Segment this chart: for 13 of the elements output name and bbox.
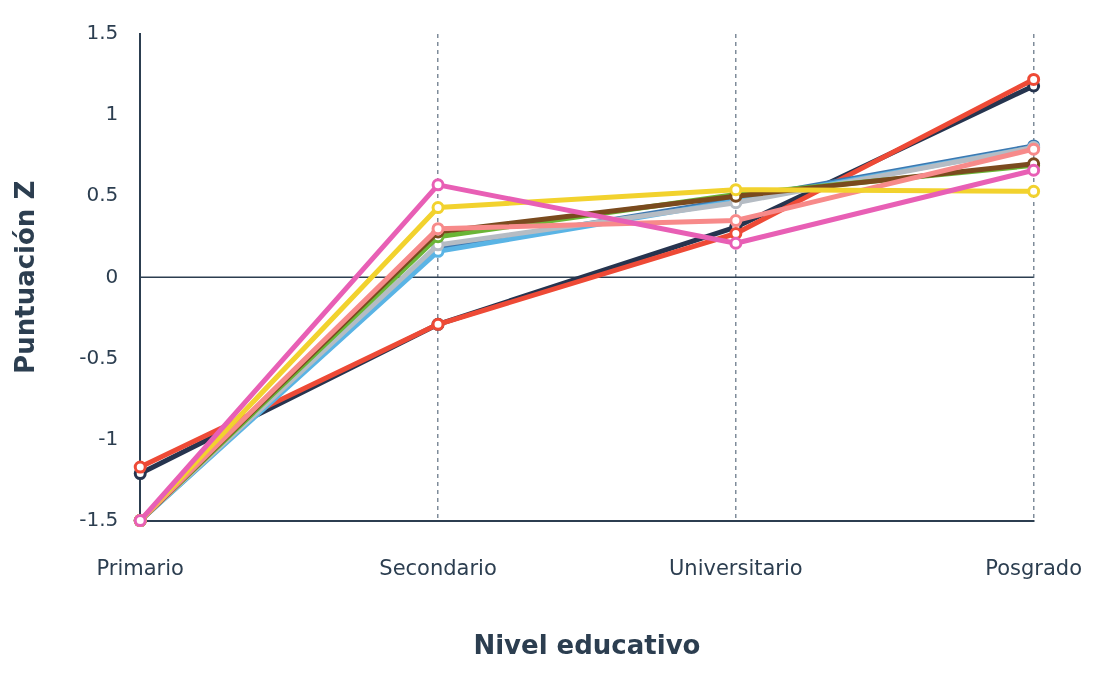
y-tick-label: -1 — [98, 425, 119, 450]
x-tick-label: Universitario — [668, 555, 803, 580]
y-tick-label: 1 — [105, 101, 119, 126]
y-tick-label: -1.5 — [79, 506, 119, 531]
x-tick-label: Primario — [96, 555, 184, 580]
x-axis-title: Nivel educativo — [473, 630, 701, 661]
y-tick-label: 1.5 — [86, 20, 119, 45]
y-axis-title: Puntuación Z — [10, 180, 41, 374]
x-tick-label: Posgrado — [985, 555, 1082, 580]
y-tick-label: 0.5 — [86, 182, 119, 207]
x-tick-label: Secondario — [379, 555, 497, 580]
y-tick-label: -0.5 — [79, 344, 119, 369]
y-tick-label: 0 — [105, 263, 119, 288]
